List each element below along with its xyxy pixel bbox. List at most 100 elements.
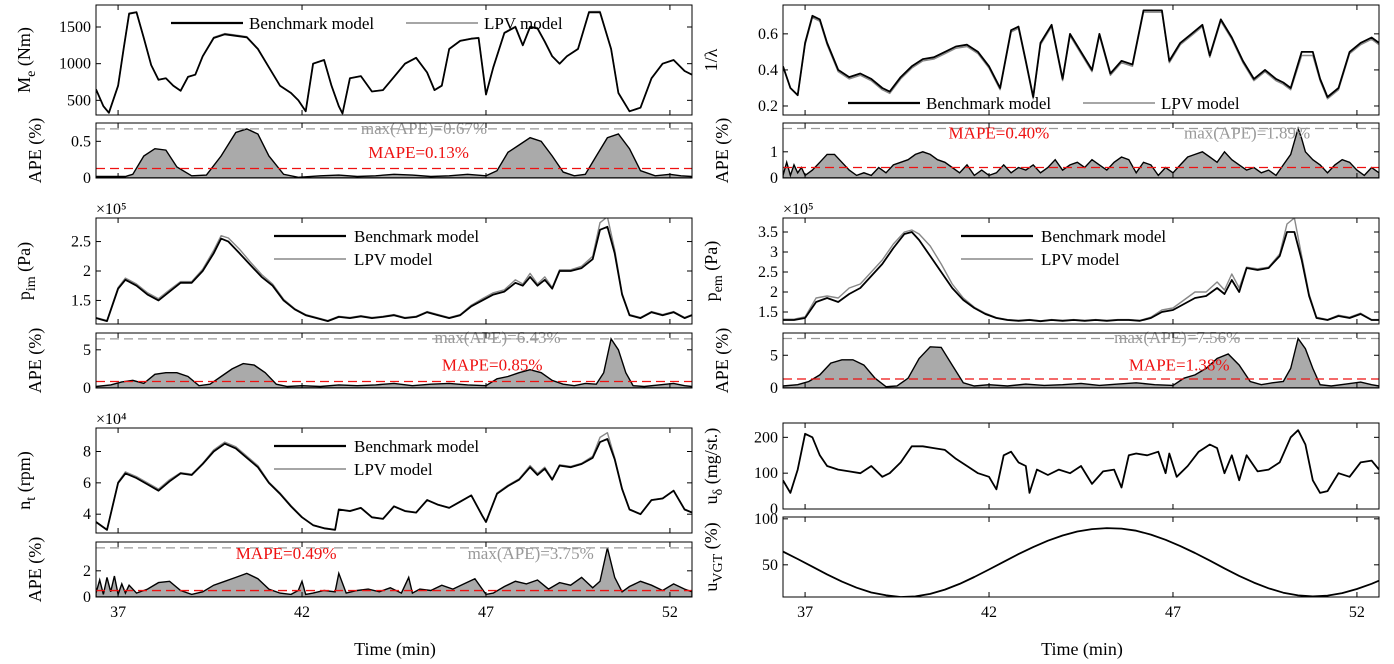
- y-axis-label-main: APE (%): [25, 118, 46, 184]
- axis-exponent-label: ×10⁴: [96, 411, 127, 428]
- y-axis-label-main: APE (%): [712, 328, 733, 394]
- axes-frame: [95, 427, 693, 534]
- y-axis-label: APE (%): [712, 328, 733, 394]
- y-axis-label: APE (%): [25, 537, 46, 603]
- y-tick-label: 0.4: [758, 62, 778, 79]
- y-tick-label: 8: [83, 444, 91, 461]
- legend-label: Benchmark model: [249, 14, 374, 33]
- panel-inv_lambda: Benchmark model LPV model 0.2 0.4 0.6 1/λ: [701, 4, 1380, 116]
- panel-Me_ape: max(APE)=0.67% MAPE=0.13% 0 0.5 APE (%): [25, 118, 693, 187]
- panel-nt_ape: MAPE=0.49% max(APE)=3.75% 0 2 37 42 47 52 APE (%…: [25, 537, 693, 621]
- x-tick-label: 37: [110, 604, 126, 621]
- ape-area: [96, 337, 692, 388]
- y-axis-label-main: 1/λ: [701, 48, 721, 71]
- legend: Benchmark model LPV model: [274, 227, 479, 269]
- panel-Me: Benchmark model LPV model 500 1000 1500 Me (N…: [14, 4, 693, 116]
- benchmark-series-line: [783, 527, 1379, 597]
- axes-frame: [782, 122, 1380, 179]
- y-axis-label-main: APE (%): [712, 118, 733, 184]
- mape-annotation: MAPE=1.38%: [1129, 355, 1230, 374]
- plot-area: [783, 9, 1379, 100]
- y-axis-label-main: p: [701, 292, 721, 301]
- x-tick-label: 47: [478, 604, 494, 621]
- legend-label: LPV model: [484, 14, 563, 33]
- axes-frame: [95, 332, 693, 389]
- x-tick-label: 37: [797, 604, 813, 621]
- y-tick-label: 100: [754, 465, 778, 482]
- plot-area: [783, 336, 1379, 388]
- y-axis-label: nt (rpm): [14, 451, 39, 509]
- benchmark-series-line: [783, 9, 1379, 98]
- y-tick-label: 2.5: [758, 264, 778, 281]
- benchmark-series-line: [783, 231, 1379, 323]
- axes-frame: [782, 217, 1380, 325]
- x-tick-label: 42: [294, 604, 310, 621]
- plot-area: [783, 218, 1379, 323]
- y-tick-label: 1.5: [758, 304, 778, 321]
- benchmark-series-line: [96, 11, 692, 115]
- y-axis-label-main: APE (%): [25, 537, 46, 603]
- y-tick-label: 0: [83, 170, 91, 187]
- legend-label: LPV model: [354, 460, 433, 479]
- y-axis-label-unit: (%): [701, 522, 722, 553]
- y-tick-label: 3.5: [758, 224, 778, 241]
- y-axis-label: pem (Pa): [701, 241, 726, 302]
- y-tick-label: 0: [770, 380, 778, 397]
- y-axis-label-unit: (mg/st.): [701, 428, 722, 489]
- y-tick-label: 1500: [59, 19, 91, 36]
- benchmark-series-line: [783, 429, 1379, 494]
- y-tick-label: 0: [83, 380, 91, 397]
- axes-frame: [782, 516, 1380, 598]
- y-tick-label: 2: [83, 263, 91, 280]
- legend-label: LPV model: [1161, 94, 1240, 113]
- y-axis-label: APE (%): [712, 118, 733, 184]
- y-axis-label-main: u: [701, 583, 721, 592]
- mape-annotation: MAPE=0.40%: [949, 124, 1050, 143]
- plot-area: [96, 547, 692, 597]
- benchmark-series-line: [96, 225, 692, 323]
- x-axis-label-left: Time (min): [354, 639, 436, 660]
- lpv-series-line: [783, 11, 1379, 100]
- x-tick-label: 47: [1165, 604, 1181, 621]
- x-tick-label: 42: [981, 604, 997, 621]
- legend: Benchmark model LPV model: [274, 437, 479, 479]
- legend: Benchmark model LPV model: [961, 227, 1166, 269]
- x-tick-label: 52: [1349, 604, 1365, 621]
- y-tick-label: 0.6: [758, 26, 778, 43]
- panel-pim: Benchmark model LPV model 1.5 2 2.5 ×10⁵ pim (…: [14, 201, 693, 325]
- plot-area: [96, 432, 692, 531]
- panel-nt: Benchmark model LPV model 4 6 8 ×10⁴ nt (rpm): [14, 411, 693, 534]
- y-axis-label-unit: (Pa): [701, 241, 722, 276]
- max-ape-annotation: max(APE)=1.89%: [1184, 124, 1310, 143]
- plot-area: [96, 218, 692, 323]
- axes-frame: [782, 4, 1380, 116]
- y-axis-label-main: M: [14, 77, 34, 93]
- ape-area: [783, 126, 1379, 178]
- y-tick-label: 200: [754, 429, 778, 446]
- max-ape-annotation: max(APE)=0.67%: [361, 119, 487, 138]
- y-axis-label: Me (Nm): [14, 27, 39, 93]
- max-ape-annotation: max(APE)=3.75%: [468, 544, 594, 563]
- y-axis-label: APE (%): [25, 118, 46, 184]
- y-tick-label: 0.5: [71, 133, 91, 150]
- mape-annotation: MAPE=0.85%: [442, 355, 543, 374]
- panel-u_vgt: 50 100 37 42 47 52 uVGT (%): [701, 511, 1380, 621]
- y-axis-label-unit: (Pa): [14, 242, 35, 277]
- y-axis-label: 1/λ: [701, 48, 721, 71]
- legend-label: Benchmark model: [354, 227, 479, 246]
- y-tick-label: 2: [770, 284, 778, 301]
- y-axis-label-main: u: [701, 495, 721, 504]
- panel-pim_ape: max(APE)=6.43% MAPE=0.85% 0 5 APE (%): [25, 328, 693, 397]
- plot-area: [783, 429, 1379, 494]
- legend-label: LPV model: [1041, 250, 1120, 269]
- benchmark-series-line: [96, 438, 692, 531]
- x-axis-label-right: Time (min): [1041, 639, 1123, 660]
- y-axis-label-subscript: t: [24, 497, 39, 501]
- y-axis-label-subscript: im: [24, 276, 39, 291]
- panel-pem_ape: max(APE)=7.56% MAPE=1.38% 0 5 APE (%): [712, 328, 1380, 397]
- y-axis-label-unit: (rpm): [14, 451, 35, 496]
- y-tick-label: 1000: [59, 56, 91, 73]
- legend-label: Benchmark model: [926, 94, 1051, 113]
- y-tick-label: 2.5: [71, 234, 91, 251]
- mape-annotation: MAPE=0.49%: [236, 544, 337, 563]
